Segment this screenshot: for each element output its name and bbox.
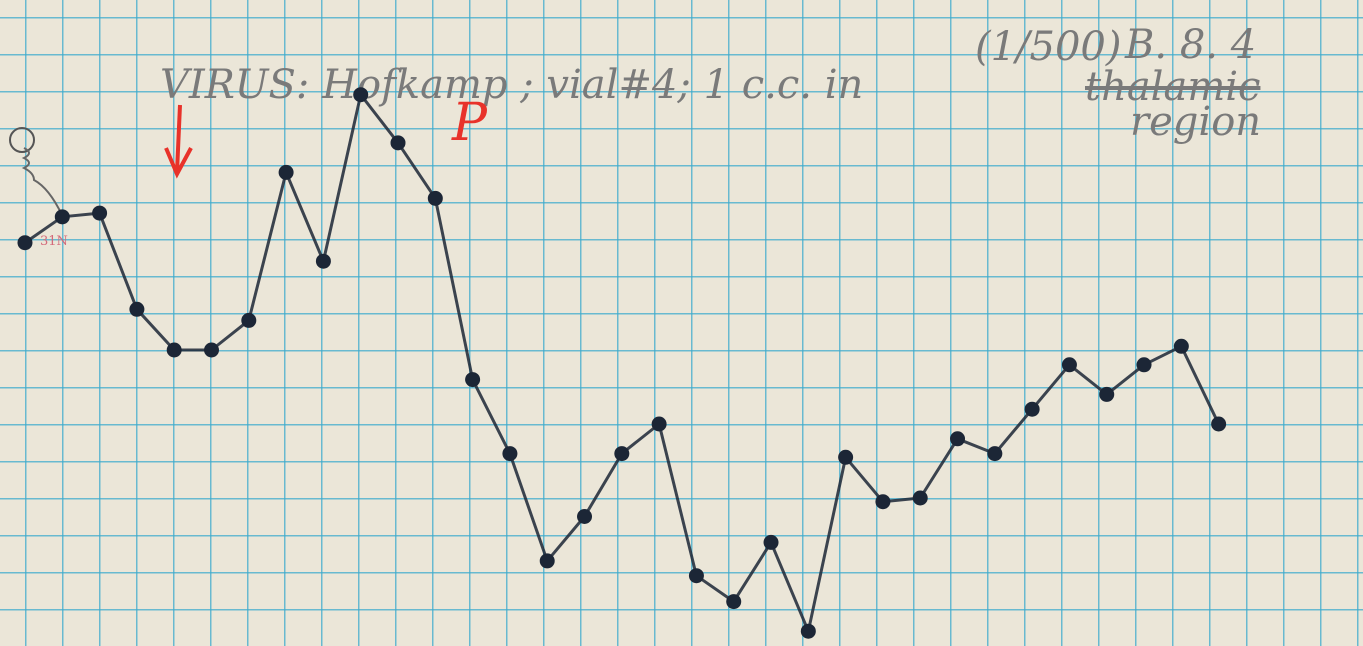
data-point [278, 164, 294, 180]
data-line [24, 93, 1220, 633]
data-point [241, 312, 257, 328]
data-point [800, 623, 816, 639]
data-point [390, 135, 406, 151]
squiggle [21, 147, 63, 216]
data-point [950, 431, 966, 447]
data-point [1099, 386, 1115, 402]
data-point [763, 534, 779, 550]
data-point [688, 568, 704, 584]
annotation: B. 8. 4 [1124, 22, 1256, 68]
data-point [1211, 416, 1227, 432]
data-point [651, 416, 667, 432]
annotation: VIRUS: Hofkamp ; vial#4; 1 c.c. in [160, 62, 863, 108]
annotation: thalamic [1085, 64, 1260, 110]
data-point [987, 446, 1003, 462]
data-point [465, 372, 481, 388]
data-point [1173, 338, 1189, 354]
data-point [912, 490, 928, 506]
data-point [427, 190, 443, 206]
data-point [204, 342, 219, 358]
data-point [1024, 401, 1040, 417]
data-point [1061, 357, 1077, 373]
data-point [315, 253, 331, 269]
data-point [726, 594, 742, 610]
data-point [166, 342, 182, 358]
annotation: 31N [40, 234, 68, 249]
data-point [1136, 357, 1152, 373]
data-point [92, 205, 108, 221]
annotation: region [1130, 99, 1261, 145]
start-circle [9, 127, 35, 153]
data-point [17, 235, 33, 251]
data-point [54, 209, 70, 225]
data-point [129, 301, 145, 317]
data-point [614, 446, 630, 462]
data-point [539, 553, 555, 569]
annotation: P [451, 93, 488, 153]
data-point [353, 87, 369, 103]
data-point [838, 449, 854, 465]
annotation: (1/500) [975, 24, 1121, 70]
red-arrow [164, 104, 193, 179]
data-point [875, 494, 891, 510]
data-point [577, 509, 593, 525]
data-point [502, 446, 518, 462]
